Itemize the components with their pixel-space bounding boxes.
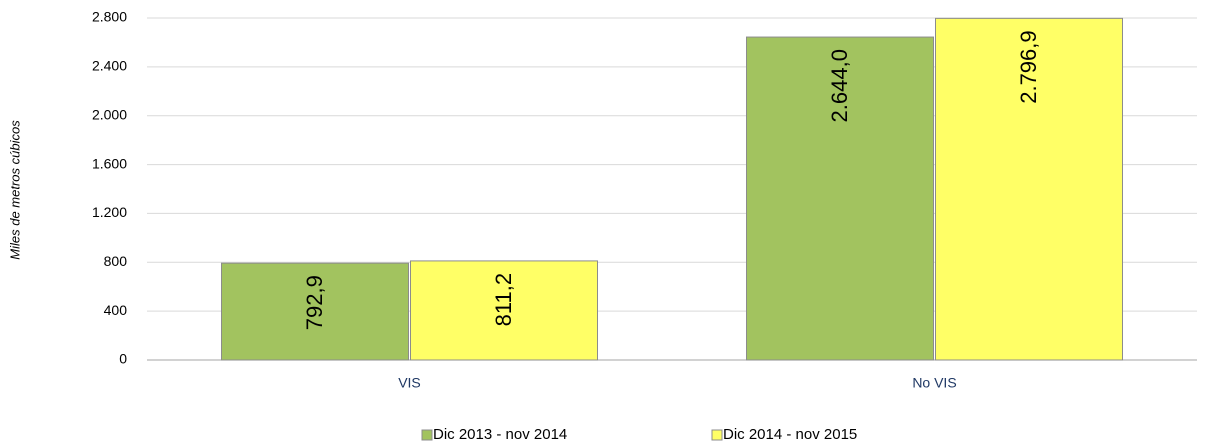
bar	[221, 262, 409, 361]
legend-swatch	[421, 429, 433, 441]
y-tick-label: 2.400	[92, 58, 127, 74]
legend-label: Dic 2013 - nov 2014	[433, 426, 567, 443]
y-tick-label: 400	[104, 302, 128, 318]
bar	[410, 260, 598, 361]
y-tick-label: 0	[119, 351, 127, 367]
bar	[746, 36, 934, 361]
legend-swatch	[711, 429, 723, 441]
legend-label: Dic 2014 - nov 2015	[723, 426, 857, 443]
x-tick-label: No VIS	[912, 375, 956, 391]
y-tick-label: 2.800	[92, 9, 127, 25]
y-axis-label: Miles de metros cúbicos	[7, 120, 22, 260]
data-label: 2.644,0	[827, 49, 852, 122]
data-label: 2.796,9	[1016, 30, 1041, 103]
y-tick-label: 1.600	[92, 155, 127, 171]
data-label: 792,9	[302, 275, 327, 330]
y-tick-label: 800	[104, 253, 128, 269]
data-label: 811,2	[491, 273, 516, 326]
bar	[935, 17, 1123, 361]
y-tick-label: 1.200	[92, 204, 127, 220]
y-tick-label: 2.000	[92, 106, 127, 122]
x-tick-label: VIS	[398, 375, 421, 391]
